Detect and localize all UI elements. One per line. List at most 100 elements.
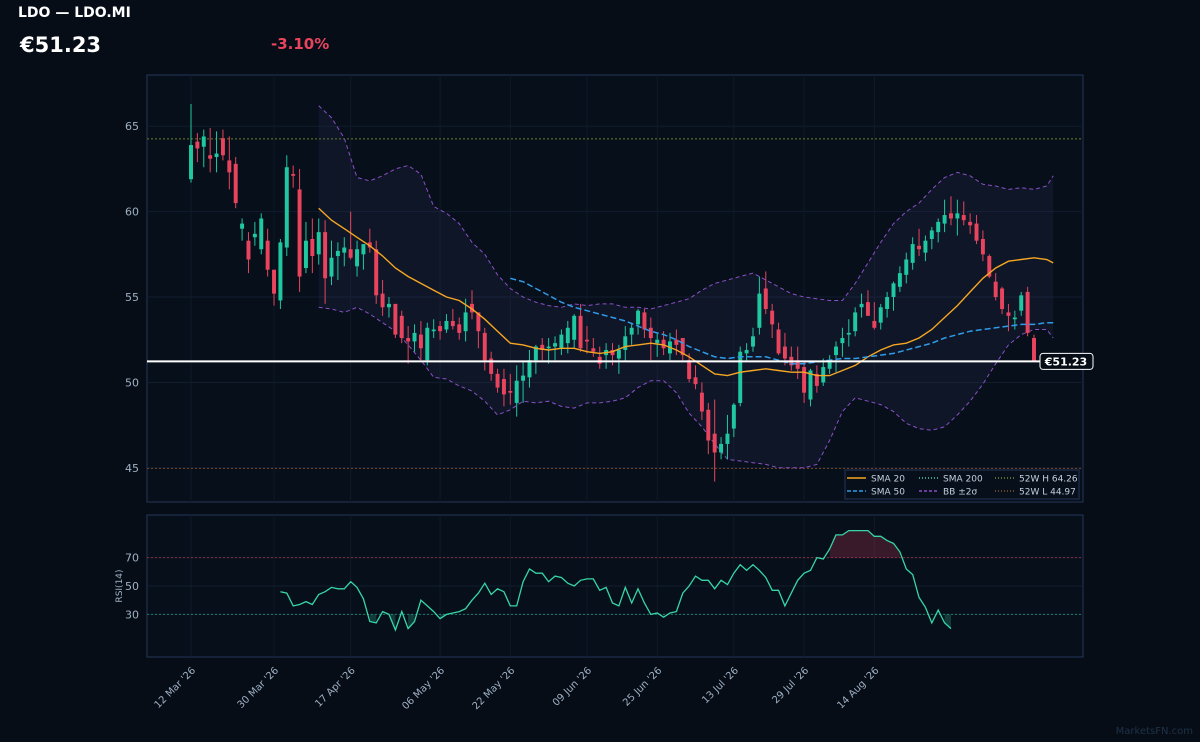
candle-body [386,303,391,308]
candle-body [623,336,628,350]
rsi-y-tick-label: 70 [125,552,139,565]
candle-body [980,238,985,255]
price-y-tick-label: 55 [125,291,139,304]
candle-body [1012,317,1017,320]
candle-body [412,332,417,342]
candle-body [335,250,340,257]
x-tick-label: 29 Jul '26 [770,665,811,706]
candle-body [929,230,934,239]
candle-body [546,346,551,349]
candle-body [814,373,819,386]
candle-body [444,320,449,330]
candle-body [406,338,411,342]
candle-body [744,349,749,354]
candle-body [272,269,277,294]
candle-body [329,257,334,277]
legend-box [844,469,1080,500]
candle-body [553,343,558,347]
candle-body [527,360,532,378]
candle-body [297,189,302,277]
rsi-y-tick-label: 30 [125,608,139,621]
candle-body [201,136,206,147]
candle-body [693,377,698,385]
price-y-tick-label: 65 [125,120,139,133]
candle-body [431,329,436,332]
candle-body [578,315,583,349]
legend-label-low: 52W L 44.97 [1019,488,1076,498]
candle-body [897,273,902,287]
candle-body [802,367,807,393]
candle-body [891,283,896,298]
candle-body [565,327,570,344]
x-tick-label: 22 May '26 [471,665,518,712]
rsi-oversold-fill [408,614,415,629]
candle-body [508,390,513,393]
candle-body [865,302,870,316]
candle-body [572,315,577,340]
legend-label-sma20: SMA 20 [871,475,905,485]
price-panel [146,74,1084,503]
candle-body [438,326,443,332]
candle-body [687,360,692,380]
candle-body [699,392,704,412]
candle-body [948,213,953,219]
candle-body [220,138,225,156]
price-y-tick-label: 50 [125,376,139,389]
candle-body [731,404,736,429]
candle-body [450,320,455,327]
candle-body [374,249,379,296]
price-y-tick-label: 60 [125,206,139,219]
candle-body [278,242,283,301]
candle-body [725,433,730,444]
candle-body [316,232,321,255]
last-price-tag-label: €51.23 [1044,355,1087,368]
x-tick-label: 09 Jun '26 [551,665,594,708]
candle-body [227,160,232,173]
candle-body [348,249,353,258]
candle-body [942,215,947,224]
candle-body [240,223,245,229]
candle-body [367,242,372,248]
candle-body [380,293,385,308]
candle-body [476,312,481,332]
candle-body [540,344,545,350]
candle-body [655,339,660,344]
candle-body [470,303,474,313]
rsi-oversold-fill [369,614,377,623]
candle-body [636,310,641,325]
bollinger-upper-line [318,105,1054,310]
candle-body [763,288,768,309]
candle-body [782,346,787,359]
candle-body [706,409,711,441]
candle-body [795,360,800,369]
watermark: MarketsFN.com [1116,726,1193,737]
candle-body [648,327,653,339]
x-tick-label: 30 Mar '26 [236,665,282,711]
candle-body [393,303,398,335]
candle-body [463,312,468,332]
candle-body [885,297,890,309]
candle-body [961,215,966,221]
x-tick-label: 17 Apr '26 [313,665,357,709]
x-tick-label: 13 Jul '26 [700,665,741,706]
candle-body [936,221,941,233]
x-tick-label: 06 May '26 [400,665,447,712]
candle-body [846,332,851,335]
rsi-y-tick-label: 50 [125,580,139,593]
candle-body [189,145,193,180]
last-price: €51.23 [20,33,102,57]
rsi-line [280,529,952,632]
candle-body [910,244,915,263]
candle-body [770,310,775,325]
candle-body [1000,288,1005,309]
candle-body [559,334,564,349]
candle-body [1032,338,1036,362]
candle-body [342,247,347,253]
legend-label-bb: BB ±2σ [943,488,977,498]
candle-body [859,303,864,308]
x-tick-label: 25 Jun '26 [621,665,664,708]
candle-body [968,221,973,226]
price-y-tick-label: 45 [125,462,139,475]
candle-body [987,256,992,277]
